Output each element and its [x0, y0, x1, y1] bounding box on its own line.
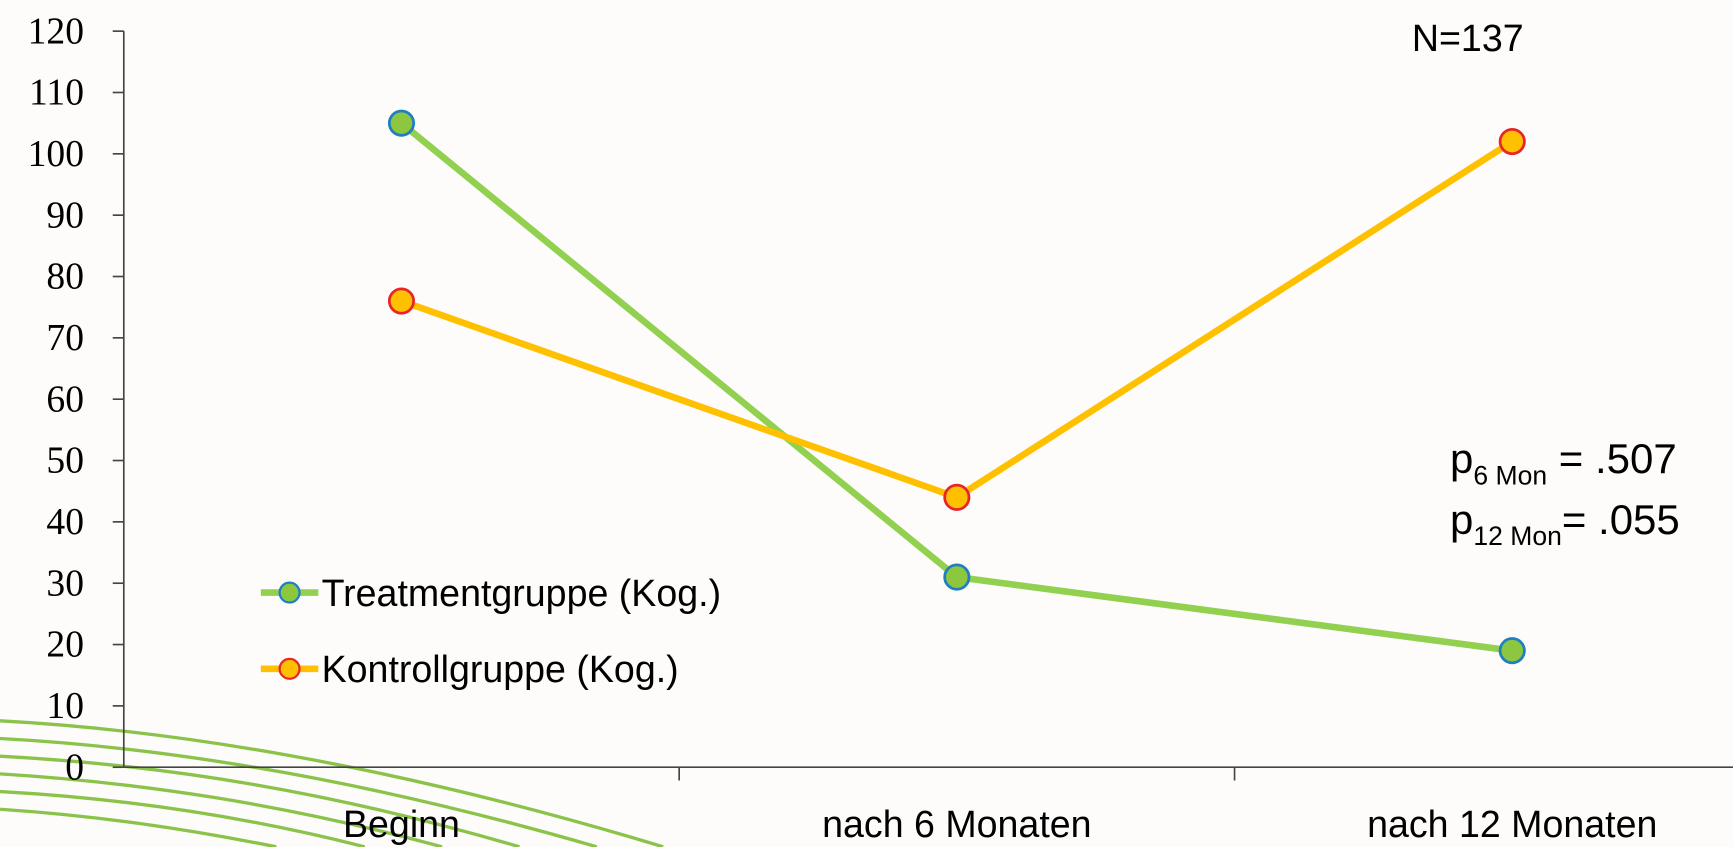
x-tick-label: Beginn — [343, 803, 460, 845]
y-tick-label: 50 — [46, 441, 84, 482]
marker — [943, 483, 971, 511]
p-symbol: p — [1450, 435, 1473, 482]
marker — [1498, 637, 1526, 665]
y-tick-label: 90 — [46, 195, 84, 236]
y-tick-label: 60 — [46, 379, 84, 420]
marker — [943, 563, 971, 591]
annotation: N=137 — [1412, 17, 1524, 59]
y-tick-label: 100 — [28, 134, 84, 175]
marker — [1498, 128, 1526, 156]
x-tick-label: nach 6 Monaten — [822, 803, 1091, 845]
p-text: = .055 — [1562, 496, 1680, 543]
p-subscript: 12 Mon — [1473, 521, 1561, 551]
y-tick-label: 0 — [65, 747, 84, 788]
p-symbol: p — [1450, 496, 1473, 543]
x-tick-label: nach 12 Monaten — [1367, 803, 1657, 845]
y-tick-label: 120 — [28, 11, 84, 52]
marker — [387, 287, 416, 315]
legend-label: Treatmentgruppe (Kog.) — [322, 572, 721, 614]
y-tick-label: 70 — [46, 318, 84, 359]
y-tick-label: 30 — [46, 563, 84, 604]
p-value: p6 Mon = .507 — [1450, 435, 1677, 490]
p-subscript: 6 Mon — [1473, 460, 1547, 490]
decoration — [0, 719, 664, 847]
y-tick-label: 40 — [46, 502, 84, 543]
y-tick-label: 10 — [46, 686, 84, 727]
legend-marker — [278, 657, 301, 680]
legend-marker — [278, 581, 301, 604]
series-line — [400, 138, 1515, 501]
y-tick-label: 20 — [46, 625, 84, 666]
y-tick-label: 110 — [29, 73, 84, 114]
legend-label: Kontrollgruppe (Kog.) — [322, 648, 679, 690]
y-tick-label: 80 — [46, 257, 84, 298]
p-text: = .507 — [1547, 435, 1677, 482]
p-value: p12 Mon= .055 — [1450, 496, 1680, 551]
marker — [387, 109, 416, 137]
